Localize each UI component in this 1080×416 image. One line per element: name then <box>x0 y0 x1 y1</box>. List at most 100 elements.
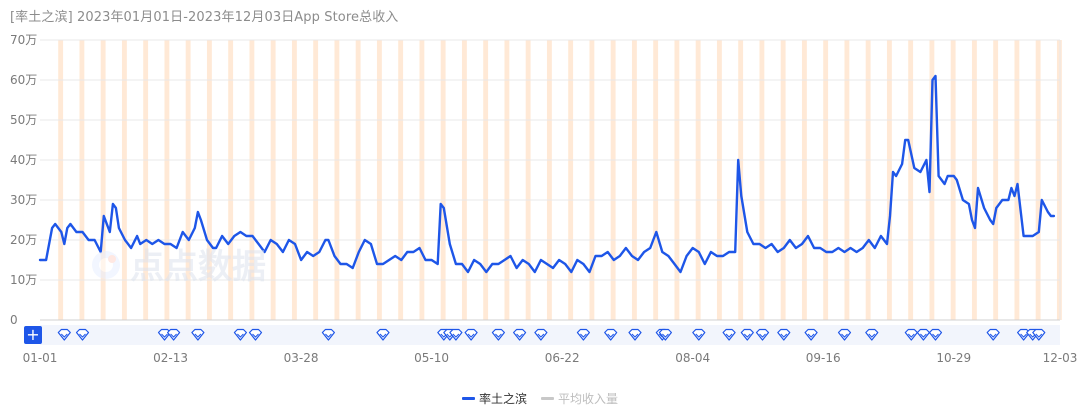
legend-item-series[interactable]: 率土之滨 <box>461 390 527 407</box>
data-point <box>943 183 946 185</box>
data-point <box>873 247 876 249</box>
event-marker[interactable] <box>658 328 673 341</box>
data-point <box>901 163 903 165</box>
data-point <box>527 263 530 265</box>
event-marker[interactable] <box>512 328 527 341</box>
diamond-facet <box>989 333 997 338</box>
event-marker[interactable] <box>904 328 918 341</box>
data-point <box>130 247 133 249</box>
event-marker[interactable] <box>233 328 247 341</box>
data-point <box>139 243 142 245</box>
event-marker[interactable] <box>376 328 390 341</box>
add-event-button[interactable]: + <box>24 326 42 344</box>
event-marker[interactable] <box>167 328 181 341</box>
weekend-band <box>1056 40 1062 320</box>
diamond-facet <box>631 333 639 338</box>
data-point <box>931 79 934 81</box>
weekend-band <box>58 40 64 320</box>
data-point <box>582 263 585 265</box>
y-axis: 0 10万 20万 30万 40万 50万 60万 70万 <box>10 33 37 327</box>
event-marker[interactable] <box>248 328 263 341</box>
data-point <box>886 243 888 245</box>
data-point <box>1047 211 1049 213</box>
legend-item-average[interactable]: 平均收入量 <box>541 390 618 407</box>
event-marker[interactable] <box>576 328 591 341</box>
data-point <box>327 239 330 241</box>
data-point <box>99 251 102 253</box>
data-point <box>631 255 633 257</box>
event-marker[interactable] <box>986 328 1000 341</box>
data-point <box>215 247 218 249</box>
data-point <box>151 243 154 245</box>
data-point <box>992 223 995 225</box>
diamond-facet <box>516 333 523 338</box>
event-marker[interactable] <box>464 328 478 341</box>
diamond-icon <box>755 328 770 341</box>
event-marker[interactable] <box>191 328 205 341</box>
data-point <box>606 251 609 253</box>
data-point <box>977 187 979 189</box>
data-point <box>269 239 272 241</box>
event-marker[interactable] <box>740 328 754 341</box>
weekend-band <box>780 40 786 320</box>
event-marker[interactable] <box>321 328 335 341</box>
weekend-band <box>313 40 319 320</box>
event-marker[interactable] <box>449 328 463 341</box>
weekend-band <box>79 40 85 320</box>
y-tick-label: 60万 <box>10 73 37 87</box>
data-point <box>722 255 724 257</box>
diamond-icon <box>1032 328 1046 341</box>
event-marker[interactable] <box>57 328 71 341</box>
event-marker-strip <box>40 325 1060 345</box>
event-marker[interactable] <box>928 328 943 341</box>
diamond-facet <box>580 333 587 338</box>
event-marker[interactable] <box>692 328 706 341</box>
data-point <box>919 171 922 173</box>
weekend-band <box>823 40 829 320</box>
event-marker[interactable] <box>628 328 642 341</box>
diamond-icon <box>628 328 642 341</box>
data-point <box>479 263 482 265</box>
data-point <box>825 251 828 253</box>
event-marker[interactable] <box>916 328 931 341</box>
data-point <box>867 239 870 241</box>
data-point <box>649 247 652 249</box>
data-point <box>81 231 84 233</box>
event-marker[interactable] <box>534 328 548 341</box>
data-point <box>288 239 290 241</box>
data-point <box>245 235 248 237</box>
data-point <box>837 247 840 249</box>
event-marker[interactable] <box>865 328 879 341</box>
data-point <box>1010 187 1013 189</box>
data-point <box>239 231 242 233</box>
diamond-facet <box>868 333 876 338</box>
data-point <box>357 251 360 253</box>
event-marker[interactable] <box>491 328 505 341</box>
data-point <box>907 139 910 141</box>
weekend-band <box>461 40 467 320</box>
weekend-band <box>525 40 531 320</box>
data-point <box>521 259 524 261</box>
data-point <box>968 203 970 205</box>
diamond-facet <box>379 333 387 338</box>
data-point <box>87 239 90 241</box>
data-point <box>540 259 542 261</box>
event-marker[interactable] <box>1032 328 1046 341</box>
event-marker[interactable] <box>804 328 818 341</box>
data-point <box>436 263 439 265</box>
event-marker[interactable] <box>777 328 791 341</box>
diamond-icon <box>512 328 527 341</box>
event-marker[interactable] <box>75 328 90 341</box>
data-point <box>306 251 308 253</box>
weekend-band <box>695 40 701 320</box>
data-point <box>39 259 41 261</box>
data-point <box>995 207 998 209</box>
weekend-band <box>759 40 765 320</box>
event-marker[interactable] <box>604 328 618 341</box>
event-marker[interactable] <box>722 328 736 341</box>
data-point <box>181 231 184 233</box>
data-point <box>157 239 160 241</box>
event-marker[interactable] <box>755 328 770 341</box>
event-marker[interactable] <box>837 328 852 341</box>
diamond-icon <box>928 328 943 341</box>
